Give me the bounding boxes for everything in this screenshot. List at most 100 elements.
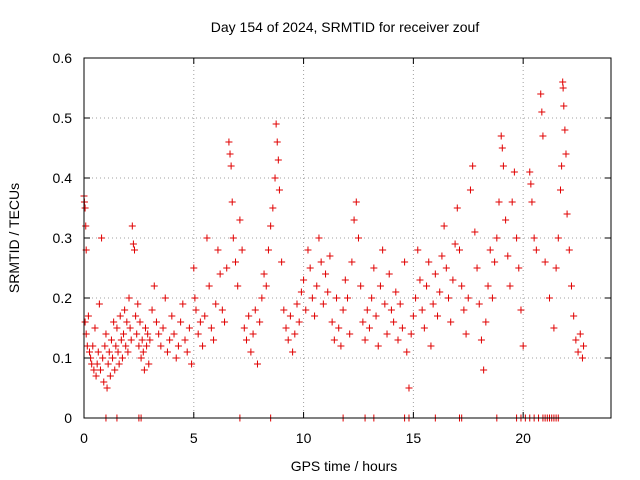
data-point — [135, 342, 143, 350]
data-point — [558, 162, 566, 170]
data-point — [480, 366, 488, 374]
data-point — [339, 306, 347, 314]
data-point — [111, 366, 119, 374]
data-point — [107, 336, 115, 344]
data-point — [146, 336, 154, 344]
data-point — [473, 264, 481, 272]
data-point — [429, 300, 437, 308]
data-point — [179, 300, 187, 308]
data-point — [370, 264, 378, 272]
data-point — [185, 324, 193, 332]
data-point — [562, 150, 570, 158]
data-point — [143, 342, 151, 350]
data-point — [199, 342, 207, 350]
data-point — [104, 360, 112, 368]
data-point — [168, 312, 176, 320]
data-point — [372, 312, 380, 320]
data-point — [300, 276, 308, 284]
data-point — [236, 216, 244, 224]
data-point — [409, 312, 417, 320]
data-point — [401, 258, 409, 266]
data-point — [225, 138, 233, 146]
data-point — [81, 318, 89, 326]
data-point — [134, 300, 142, 308]
x-tick-label: 20 — [515, 430, 531, 446]
y-tick-label: 0.1 — [53, 350, 73, 366]
data-point — [157, 342, 165, 350]
data-point — [120, 330, 128, 338]
data-point — [405, 384, 413, 392]
data-point — [502, 216, 510, 224]
data-point — [121, 306, 129, 314]
data-point — [258, 294, 266, 302]
data-point — [155, 330, 163, 338]
data-point — [229, 234, 237, 242]
data-point — [242, 336, 250, 344]
data-point — [550, 324, 558, 332]
data-point — [110, 318, 118, 326]
data-point — [423, 282, 431, 290]
data-point — [138, 336, 146, 344]
data-point — [392, 288, 400, 296]
data-point — [116, 312, 124, 320]
data-point — [302, 306, 310, 314]
data-point — [228, 198, 236, 206]
data-point — [115, 360, 123, 368]
data-point — [144, 330, 152, 338]
y-axis-label: SRMTID / TECUs — [6, 183, 22, 293]
data-point — [127, 336, 135, 344]
data-point — [570, 312, 578, 320]
data-point — [286, 312, 294, 320]
data-point — [148, 306, 156, 314]
data-point — [210, 336, 218, 344]
data-point — [137, 354, 145, 362]
data-point — [90, 366, 98, 374]
data-point — [256, 318, 264, 326]
data-point — [161, 294, 169, 302]
data-point — [420, 324, 428, 332]
data-point — [141, 324, 149, 332]
data-point — [559, 78, 567, 86]
data-point — [125, 294, 133, 302]
y-tick-label: 0 — [64, 410, 72, 426]
data-point — [291, 330, 299, 338]
data-point — [352, 198, 360, 206]
x-axis-label: GPS time / hours — [291, 458, 398, 474]
axis-ticks: 0 0.1 0.2 0.3 0.4 0.5 0.6 0 5 10 15 20 — [53, 50, 611, 446]
data-point — [515, 264, 523, 272]
data-point — [122, 342, 130, 350]
data-point — [510, 168, 518, 176]
data-points — [80, 78, 588, 422]
data-point — [374, 342, 382, 350]
data-point — [163, 348, 171, 356]
data-point — [385, 270, 393, 278]
data-point — [98, 234, 106, 242]
data-point — [145, 360, 153, 368]
data-point — [132, 312, 140, 320]
data-point — [330, 336, 338, 344]
data-point — [159, 324, 167, 332]
data-point — [350, 216, 358, 224]
data-point — [139, 348, 147, 356]
data-point — [315, 234, 323, 242]
data-point — [101, 342, 109, 350]
x-tick-label: 0 — [80, 430, 88, 446]
data-point — [308, 294, 316, 302]
data-point — [324, 288, 332, 296]
data-point — [304, 246, 312, 254]
data-point — [453, 204, 461, 212]
data-point — [262, 282, 270, 290]
data-point — [128, 222, 136, 230]
data-point — [574, 348, 582, 356]
data-point — [431, 270, 439, 278]
data-point — [275, 186, 283, 194]
data-point — [449, 276, 457, 284]
data-point — [556, 186, 564, 194]
data-point — [126, 324, 134, 332]
data-point — [216, 270, 224, 278]
data-point — [469, 162, 477, 170]
data-point — [363, 306, 371, 314]
data-point — [357, 282, 365, 290]
data-point — [114, 348, 122, 356]
data-point — [81, 204, 89, 212]
